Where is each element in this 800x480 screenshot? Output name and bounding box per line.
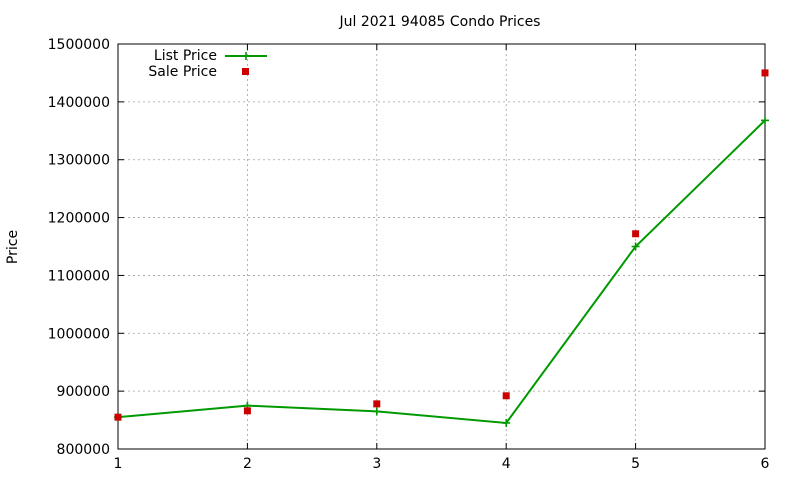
x-tick-label: 1 xyxy=(114,456,123,472)
x-tick-label: 2 xyxy=(243,456,252,472)
legend-swatch-sale-price xyxy=(242,68,249,75)
y-tick-label: 1000000 xyxy=(48,326,110,342)
legend-label-list-price: List Price xyxy=(154,48,217,64)
sale-price-point xyxy=(632,230,640,238)
list-price-point xyxy=(372,407,381,416)
y-tick-label: 1200000 xyxy=(48,211,110,227)
legend-label-sale-price: Sale Price xyxy=(148,64,217,80)
y-tick-label: 1500000 xyxy=(48,37,110,53)
sale-price-point xyxy=(373,400,381,408)
x-tick-label: 4 xyxy=(502,456,511,472)
chart-title: Jul 2021 94085 Condo Prices xyxy=(339,14,541,30)
list-price-point xyxy=(761,116,769,125)
x-tick-label: 3 xyxy=(372,456,381,472)
plot-frame xyxy=(117,43,766,450)
sale-price-point xyxy=(114,413,122,421)
list-price-point xyxy=(502,418,511,427)
sale-price-point xyxy=(502,392,510,400)
list-price-line xyxy=(117,119,766,425)
x-tick-label: 6 xyxy=(761,456,770,472)
sale-price-point xyxy=(243,407,251,415)
y-tick-label: 1100000 xyxy=(48,268,110,284)
list-price-point xyxy=(631,242,640,251)
y-tick-label: 1400000 xyxy=(48,95,110,111)
y-tick-label: 800000 xyxy=(57,442,110,458)
x-tick-label: 5 xyxy=(631,456,640,472)
axis-ticks: 800000 900000 1000000 1100000 1200000 1300000… xyxy=(48,37,770,472)
y-tick-label: 1300000 xyxy=(48,153,110,169)
y-axis-label: Price xyxy=(5,230,21,264)
grid xyxy=(118,44,765,449)
series xyxy=(114,69,769,427)
y-tick-label: 900000 xyxy=(57,384,110,400)
sale-price-point xyxy=(761,69,769,77)
